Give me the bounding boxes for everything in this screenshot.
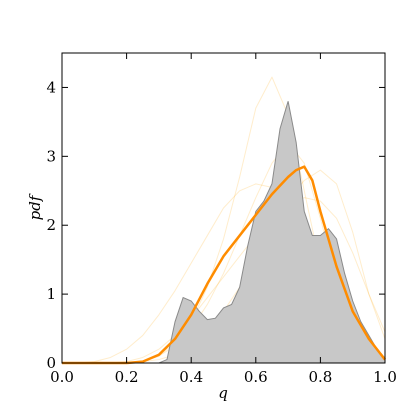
x-tick-label: 0.4 (179, 368, 203, 386)
area-edge (158, 101, 386, 364)
y-tick-label: 0 (46, 354, 56, 372)
plot-frame (61, 52, 386, 364)
y-tick-label: 4 (46, 78, 56, 96)
x-tick-label: 0.8 (308, 368, 332, 386)
x-tick-label: 0.6 (244, 368, 268, 386)
y-tick-label: 2 (46, 216, 56, 234)
line (62, 165, 386, 365)
y-axis-label: pdf (26, 193, 44, 220)
y-tick-label: 1 (46, 285, 56, 303)
y-tick-label: 3 (46, 147, 56, 165)
area (158, 101, 385, 363)
x-axis-label: q (218, 384, 228, 402)
x-tick-label: 1.0 (373, 368, 397, 386)
x-tick-label: 0.2 (115, 368, 139, 386)
x-tick-label: 0.0 (50, 368, 74, 386)
